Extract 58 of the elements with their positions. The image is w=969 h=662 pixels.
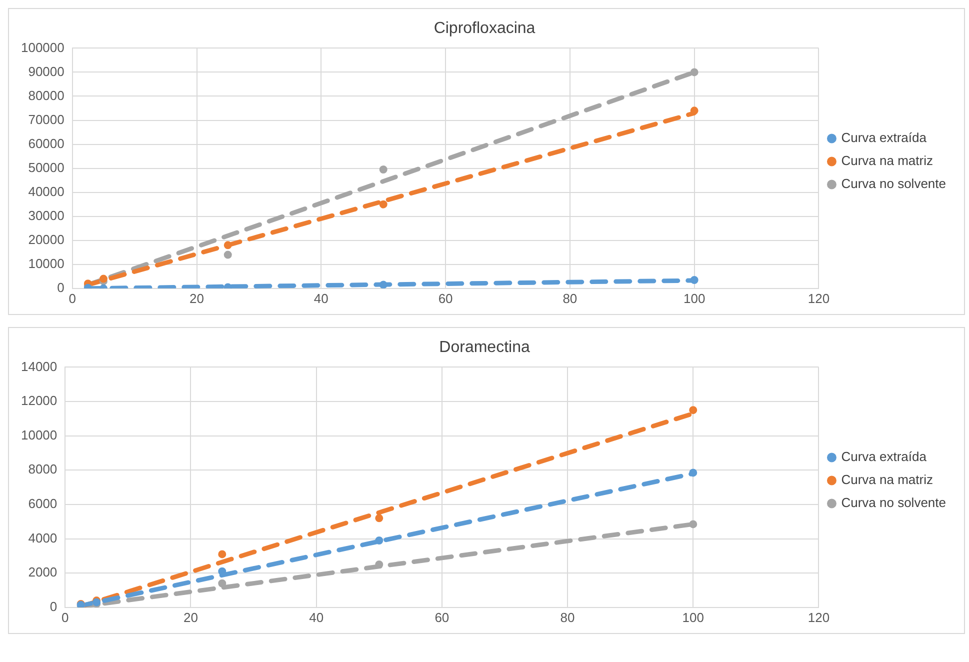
y-tick-label: 80000 — [28, 88, 64, 103]
point — [690, 68, 698, 76]
chart-title: Ciprofloxacina — [434, 20, 536, 38]
y-tick-label: 2000 — [28, 564, 58, 580]
y-tick-label: 10000 — [28, 256, 64, 271]
y-tick-label: 40000 — [28, 184, 64, 199]
x-tick-label: 100 — [683, 290, 706, 306]
y-tick-label: 90000 — [28, 64, 64, 79]
point — [218, 579, 226, 588]
y-tick-label: 0 — [50, 598, 58, 614]
y-tick-label: 4000 — [28, 530, 58, 546]
y-tick-label: 30000 — [28, 208, 64, 223]
legend-label: Curva na matriz — [841, 153, 933, 168]
y-tick-label: 50000 — [28, 160, 64, 175]
y-tick-label: 6000 — [28, 496, 58, 512]
y-tick-label: 14000 — [20, 358, 58, 374]
point — [379, 200, 388, 208]
point — [224, 241, 232, 250]
x-tick-label: 60 — [434, 610, 450, 625]
x-tick-label: 120 — [808, 610, 830, 625]
legend-label: Curva no solvente — [841, 176, 946, 192]
legend-label: Curva na matriz — [841, 472, 933, 488]
x-tick-label: 120 — [808, 290, 830, 306]
point — [218, 567, 226, 576]
legend-label: Curva no solvente — [841, 495, 946, 510]
y-tick-label: 60000 — [28, 136, 64, 151]
y-tick-label: 8000 — [28, 462, 58, 477]
chart-title: Doramectina — [439, 339, 530, 356]
point — [690, 276, 698, 284]
x-tick-label: 20 — [190, 290, 204, 306]
point — [689, 468, 698, 477]
point — [375, 560, 384, 569]
x-tick-label: 0 — [68, 290, 76, 306]
y-tick-label: 10000 — [20, 427, 58, 442]
legend-label: Curva extraída — [841, 449, 928, 464]
point — [689, 406, 698, 414]
x-tick-label: 20 — [184, 610, 198, 625]
x-tick-label: 80 — [560, 610, 575, 625]
x-tick-label: 80 — [562, 290, 578, 306]
y-tick-label: 0 — [57, 280, 64, 295]
y-tick-label: 12000 — [20, 393, 58, 408]
y-tick-label: 100000 — [20, 40, 64, 55]
point — [218, 550, 226, 558]
point — [379, 280, 388, 288]
x-tick-label: 40 — [309, 610, 324, 625]
y-tick-label: 70000 — [28, 112, 64, 127]
point — [224, 250, 232, 259]
y-tick-label: 20000 — [28, 232, 64, 247]
point — [375, 514, 384, 522]
point — [99, 274, 108, 283]
x-tick-label: 100 — [682, 610, 704, 625]
point — [690, 106, 698, 115]
point — [375, 536, 384, 544]
point — [379, 166, 388, 174]
x-tick-label: 60 — [438, 290, 453, 306]
legend-label: Curva extraída — [841, 130, 928, 146]
point — [689, 520, 698, 528]
x-tick-label: 40 — [314, 290, 328, 306]
